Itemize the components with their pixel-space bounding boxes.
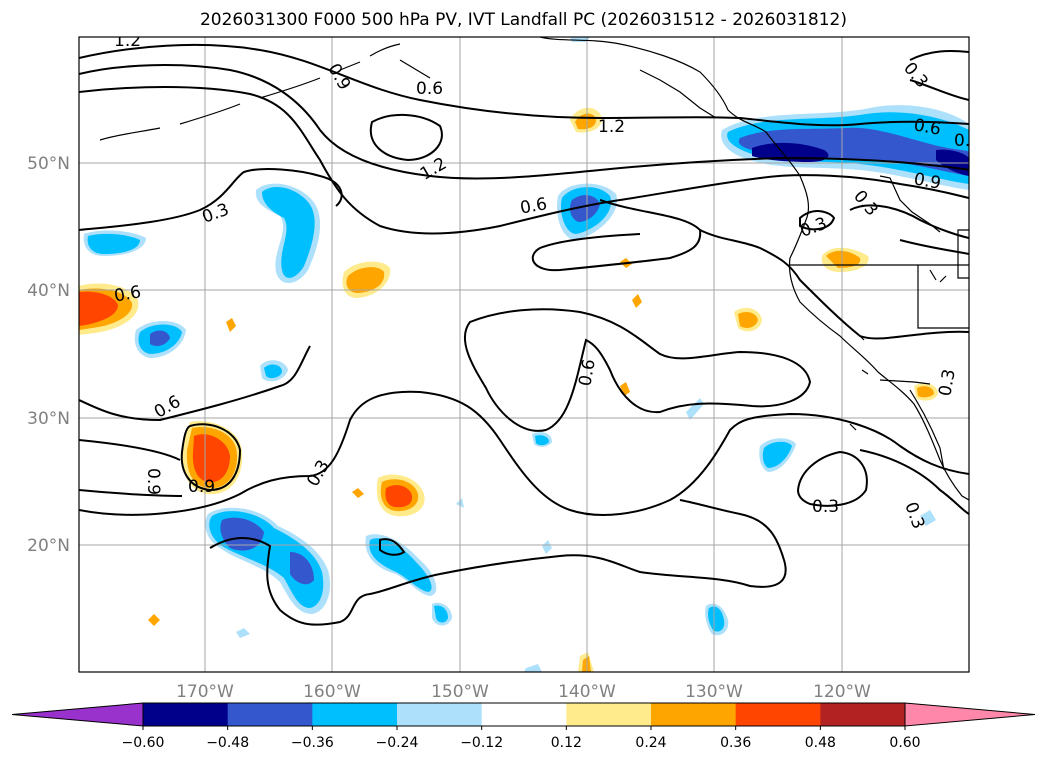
latitude-labels: 50°N 40°N 30°N 20°N (27, 154, 70, 556)
contour-label: 0.6 (575, 358, 599, 388)
colorbar-segment (820, 703, 906, 726)
negative-pc-patches (83, 37, 969, 672)
colorbar-tick-label: −0.36 (291, 735, 334, 751)
graticule (79, 37, 969, 672)
contour-label: 0.9 (143, 468, 163, 495)
colorbar-tick-label: −0.48 (206, 735, 249, 751)
colorbar-tick-label: −0.12 (460, 735, 503, 751)
contour-label: 0.9 (912, 169, 942, 193)
colorbar-segment (397, 703, 483, 726)
colorbar-extend-high (904, 702, 1036, 727)
contour-label: 1.2 (598, 117, 625, 137)
contour-label: 0.6 (912, 115, 942, 139)
lat-tick-label: 30°N (27, 409, 70, 429)
contour-label: 1.2 (114, 31, 141, 51)
lat-tick-label: 40°N (27, 281, 70, 301)
colorbar-tick-label: 0.12 (551, 735, 582, 751)
map-frame (78, 36, 970, 673)
lat-tick-label: 20°N (27, 536, 70, 556)
colorbar-segment (312, 703, 398, 726)
colorbar-segment (143, 703, 229, 726)
colorbar-segment (651, 703, 737, 726)
lon-tick-label: 130°W (685, 682, 743, 702)
colorbar-tick-label: −0.60 (122, 735, 165, 751)
longitude-labels: 170°W 160°W 150°W 140°W 130°W 120°W (176, 682, 871, 702)
colorbar-tick-label: −0.24 (376, 735, 419, 751)
colorbar-tick-label: 0.60 (889, 735, 920, 751)
contour-label: 0.6 (113, 282, 143, 306)
colorbar-segment (566, 703, 652, 726)
colorbar-tick-label: 0.36 (720, 735, 751, 751)
lon-tick-label: 140°W (558, 682, 616, 702)
contour-label: 0.9 (188, 477, 215, 497)
lat-tick-label: 50°N (27, 154, 70, 174)
lon-tick-label: 150°W (431, 682, 489, 702)
colorbar-extend-low (11, 702, 144, 727)
colorbar-segment (735, 703, 821, 726)
colorbar-segment (227, 703, 313, 726)
colorbar-segment (481, 703, 567, 726)
chart-title: 2026031300 F000 500 hPa PV, IVT Landfall… (199, 10, 847, 30)
contour-label: 0.3 (812, 497, 839, 517)
colorbar: −0.60 −0.48 −0.36 −0.24 −0.12 0.12 0.24 0.36 0.4… (11, 702, 1036, 751)
positive-pc-patches (79, 107, 938, 672)
map-area: 1.2 1.2 1.2 0.9 0.6 0.6 0.3 0.6 0.6 0.3 … (79, 31, 981, 672)
coastlines (99, 37, 969, 501)
contour-label: 0.6 (954, 131, 981, 151)
lon-tick-label: 170°W (176, 682, 234, 702)
contour-label: 0.6 (519, 194, 549, 218)
pv-contours (79, 43, 969, 626)
colorbar-tick-label: 0.48 (805, 735, 836, 751)
lon-tick-label: 160°W (303, 682, 361, 702)
colorbar-frame (142, 702, 906, 727)
lon-tick-label: 120°W (813, 682, 871, 702)
contour-label: 0.6 (416, 79, 443, 99)
contour-label: 0.3 (935, 368, 959, 398)
colorbar-tick-label: 0.24 (635, 735, 666, 751)
